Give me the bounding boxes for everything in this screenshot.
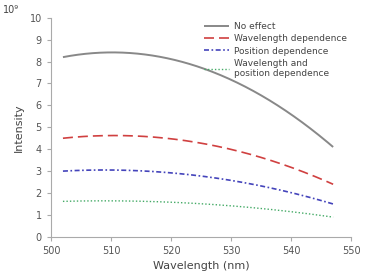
Wavelength and
position dependence	[149, 200, 154, 203]
Wavelength dependence	[257, 155, 261, 158]
Legend: No effect, Wavelength dependence, Position dependence, Wavelength and
position d: No effect, Wavelength dependence, Positi…	[204, 22, 347, 78]
No effect	[331, 145, 335, 149]
X-axis label: Wavelength (nm): Wavelength (nm)	[153, 261, 249, 271]
No effect	[110, 51, 115, 54]
Wavelength and
position dependence	[258, 207, 262, 210]
Wavelength and
position dependence	[168, 201, 173, 204]
Position dependence	[61, 170, 65, 173]
Wavelength and
position dependence	[231, 204, 236, 208]
Wavelength and
position dependence	[331, 216, 335, 219]
Wavelength and
position dependence	[102, 199, 107, 202]
Wavelength dependence	[231, 148, 236, 152]
Wavelength and
position dependence	[93, 199, 98, 202]
No effect	[93, 51, 98, 55]
Line: No effect: No effect	[63, 52, 333, 147]
No effect	[257, 92, 261, 96]
No effect	[168, 57, 173, 61]
Position dependence	[231, 179, 236, 183]
No effect	[149, 54, 154, 57]
Position dependence	[258, 184, 262, 187]
Wavelength dependence	[258, 155, 262, 159]
Line: Position dependence: Position dependence	[63, 170, 333, 204]
Position dependence	[93, 168, 98, 172]
Position dependence	[168, 171, 173, 175]
Wavelength and
position dependence	[257, 207, 261, 210]
Line: Wavelength and
position dependence: Wavelength and position dependence	[63, 201, 333, 217]
Wavelength dependence	[331, 183, 335, 186]
Wavelength dependence	[93, 134, 98, 138]
Wavelength dependence	[168, 137, 173, 140]
Position dependence	[102, 168, 107, 172]
Line: Wavelength dependence: Wavelength dependence	[63, 135, 333, 184]
Position dependence	[149, 170, 154, 173]
Wavelength and
position dependence	[61, 200, 65, 203]
No effect	[258, 93, 262, 96]
Wavelength dependence	[61, 137, 65, 140]
Position dependence	[331, 202, 335, 206]
No effect	[231, 79, 236, 83]
Position dependence	[257, 184, 261, 187]
No effect	[61, 55, 65, 59]
Y-axis label: Intensity: Intensity	[14, 103, 24, 152]
Wavelength dependence	[112, 134, 117, 137]
Text: 10⁹: 10⁹	[3, 6, 19, 16]
Wavelength dependence	[149, 135, 154, 138]
